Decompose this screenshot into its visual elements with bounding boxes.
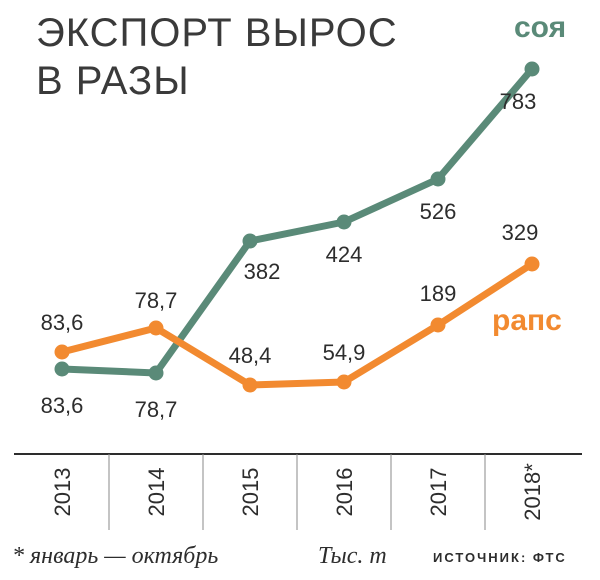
data-label-soy-2013: 83,6 xyxy=(41,393,84,418)
footer: * январь — октябрь Тыс. т ИСТОЧНИК: ФТС xyxy=(12,543,567,569)
series-line-rapeseed xyxy=(58,260,536,389)
data-point-rapeseed-2018 xyxy=(524,256,540,272)
data-point-soy-2015 xyxy=(242,233,258,249)
data-label-soy-2015: 382 xyxy=(244,259,281,284)
x-tick-label-2014: 2014 xyxy=(144,468,169,517)
data-point-soy-2018 xyxy=(524,61,540,77)
data-label-soy-2016: 424 xyxy=(326,242,363,267)
chart-title-line-1: ЭКСПОРТ ВЫРОС xyxy=(36,11,398,55)
series-line-soy xyxy=(58,65,536,377)
data-label-rapeseed-2018: 329 xyxy=(502,220,539,245)
data-point-soy-2014 xyxy=(148,365,164,381)
x-axis-ticks: 2013 2014 2015 2016 2017 2018* xyxy=(50,454,545,530)
legend-label-rapeseed: рапс xyxy=(492,304,562,337)
data-point-rapeseed-2014 xyxy=(148,320,164,336)
data-point-rapeseed-2017 xyxy=(430,317,446,333)
data-point-rapeseed-2013 xyxy=(54,344,70,360)
source-label: ИСТОЧНИК: ФТС xyxy=(433,550,567,565)
data-label-rapeseed-2014: 78,7 xyxy=(135,288,178,313)
data-label-soy-2014: 78,7 xyxy=(135,397,178,422)
x-tick-label-2017: 2017 xyxy=(426,468,451,517)
x-tick-label-2016: 2016 xyxy=(332,468,357,517)
data-label-rapeseed-2017: 189 xyxy=(420,281,457,306)
label-layer: 83,6 78,7 382 424 526 783 83,6 78,7 48,4 54,9 189 3… xyxy=(41,89,539,422)
series-layer xyxy=(54,61,540,393)
data-label-soy-2017: 526 xyxy=(420,199,457,224)
data-label-rapeseed-2016: 54,9 xyxy=(323,340,366,365)
x-tick-label-2015: 2015 xyxy=(238,468,263,517)
footnote: * январь — октябрь xyxy=(12,543,218,569)
data-point-soy-2016 xyxy=(336,214,352,230)
data-point-rapeseed-2016 xyxy=(336,374,352,390)
data-point-soy-2017 xyxy=(430,171,446,187)
data-label-rapeseed-2015: 48,4 xyxy=(229,343,272,368)
chart-title-line-2: В РАЗЫ xyxy=(36,59,190,103)
data-label-soy-2018: 783 xyxy=(500,89,537,114)
legend-label-soy: соя xyxy=(514,11,566,44)
data-point-rapeseed-2015 xyxy=(242,377,258,393)
data-label-rapeseed-2013: 83,6 xyxy=(41,310,84,335)
data-point-soy-2013 xyxy=(54,361,70,377)
unit-label: Тыс. т xyxy=(318,543,387,569)
chart-title: ЭКСПОРТ ВЫРОС В РАЗЫ xyxy=(36,11,398,103)
x-tick-label-2018: 2018* xyxy=(520,463,545,521)
x-tick-label-2013: 2013 xyxy=(50,468,75,517)
